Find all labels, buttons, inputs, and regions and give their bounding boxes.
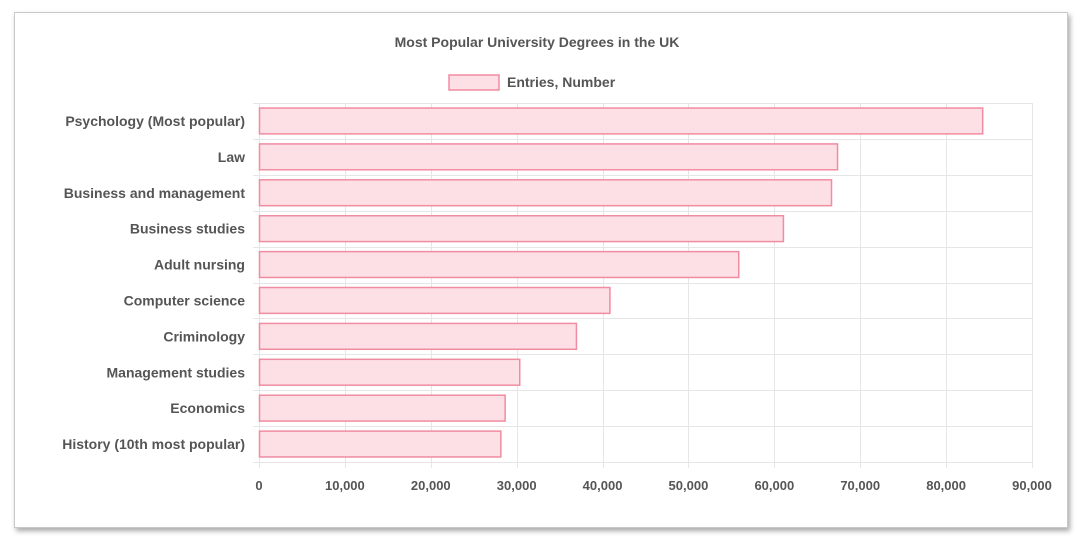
category-label: History (10th most popular) — [62, 436, 245, 452]
chart-title: Most Popular University Degrees in the U… — [395, 34, 680, 50]
category-label: Computer science — [124, 292, 246, 308]
x-tick-label: 60,000 — [754, 478, 794, 493]
bar[interactable] — [258, 394, 506, 422]
x-tick-label: 0 — [255, 478, 262, 493]
category-label: Law — [218, 149, 245, 165]
category-label: Management studies — [107, 364, 246, 380]
bar[interactable] — [258, 214, 785, 243]
bar[interactable] — [258, 179, 833, 207]
x-tick-label: 40,000 — [583, 478, 623, 493]
category-labels: Psychology (Most popular) Law Business and… — [62, 113, 245, 452]
category-label: Business and management — [64, 185, 246, 201]
x-tick-label: 90,000 — [1012, 478, 1052, 493]
legend-swatch — [448, 74, 500, 91]
category-label: Economics — [170, 400, 245, 416]
legend[interactable]: Entries, Number — [448, 74, 616, 91]
x-tick-label: 20,000 — [411, 478, 451, 493]
bar[interactable] — [258, 322, 578, 351]
bar[interactable] — [258, 430, 502, 458]
bar[interactable] — [258, 250, 740, 279]
bar[interactable] — [258, 358, 521, 386]
bar[interactable] — [258, 143, 839, 171]
legend-label: Entries, Number — [507, 74, 616, 90]
x-tick-label: 50,000 — [669, 478, 709, 493]
category-label: Adult nursing — [154, 257, 245, 273]
x-tick-label: 10,000 — [325, 478, 365, 493]
x-tick-label: 70,000 — [840, 478, 880, 493]
bar[interactable] — [258, 107, 984, 135]
category-label: Criminology — [163, 328, 245, 344]
category-label: Psychology (Most popular) — [65, 113, 245, 129]
x-tick-label: 80,000 — [926, 478, 966, 493]
bar[interactable] — [258, 286, 611, 315]
x-tick-label: 30,000 — [497, 478, 537, 493]
bars — [258, 107, 984, 458]
category-label: Business studies — [130, 221, 245, 237]
x-axis: 0 10,000 20,000 30,000 40,000 50,000 60,000 70,… — [255, 478, 1052, 493]
